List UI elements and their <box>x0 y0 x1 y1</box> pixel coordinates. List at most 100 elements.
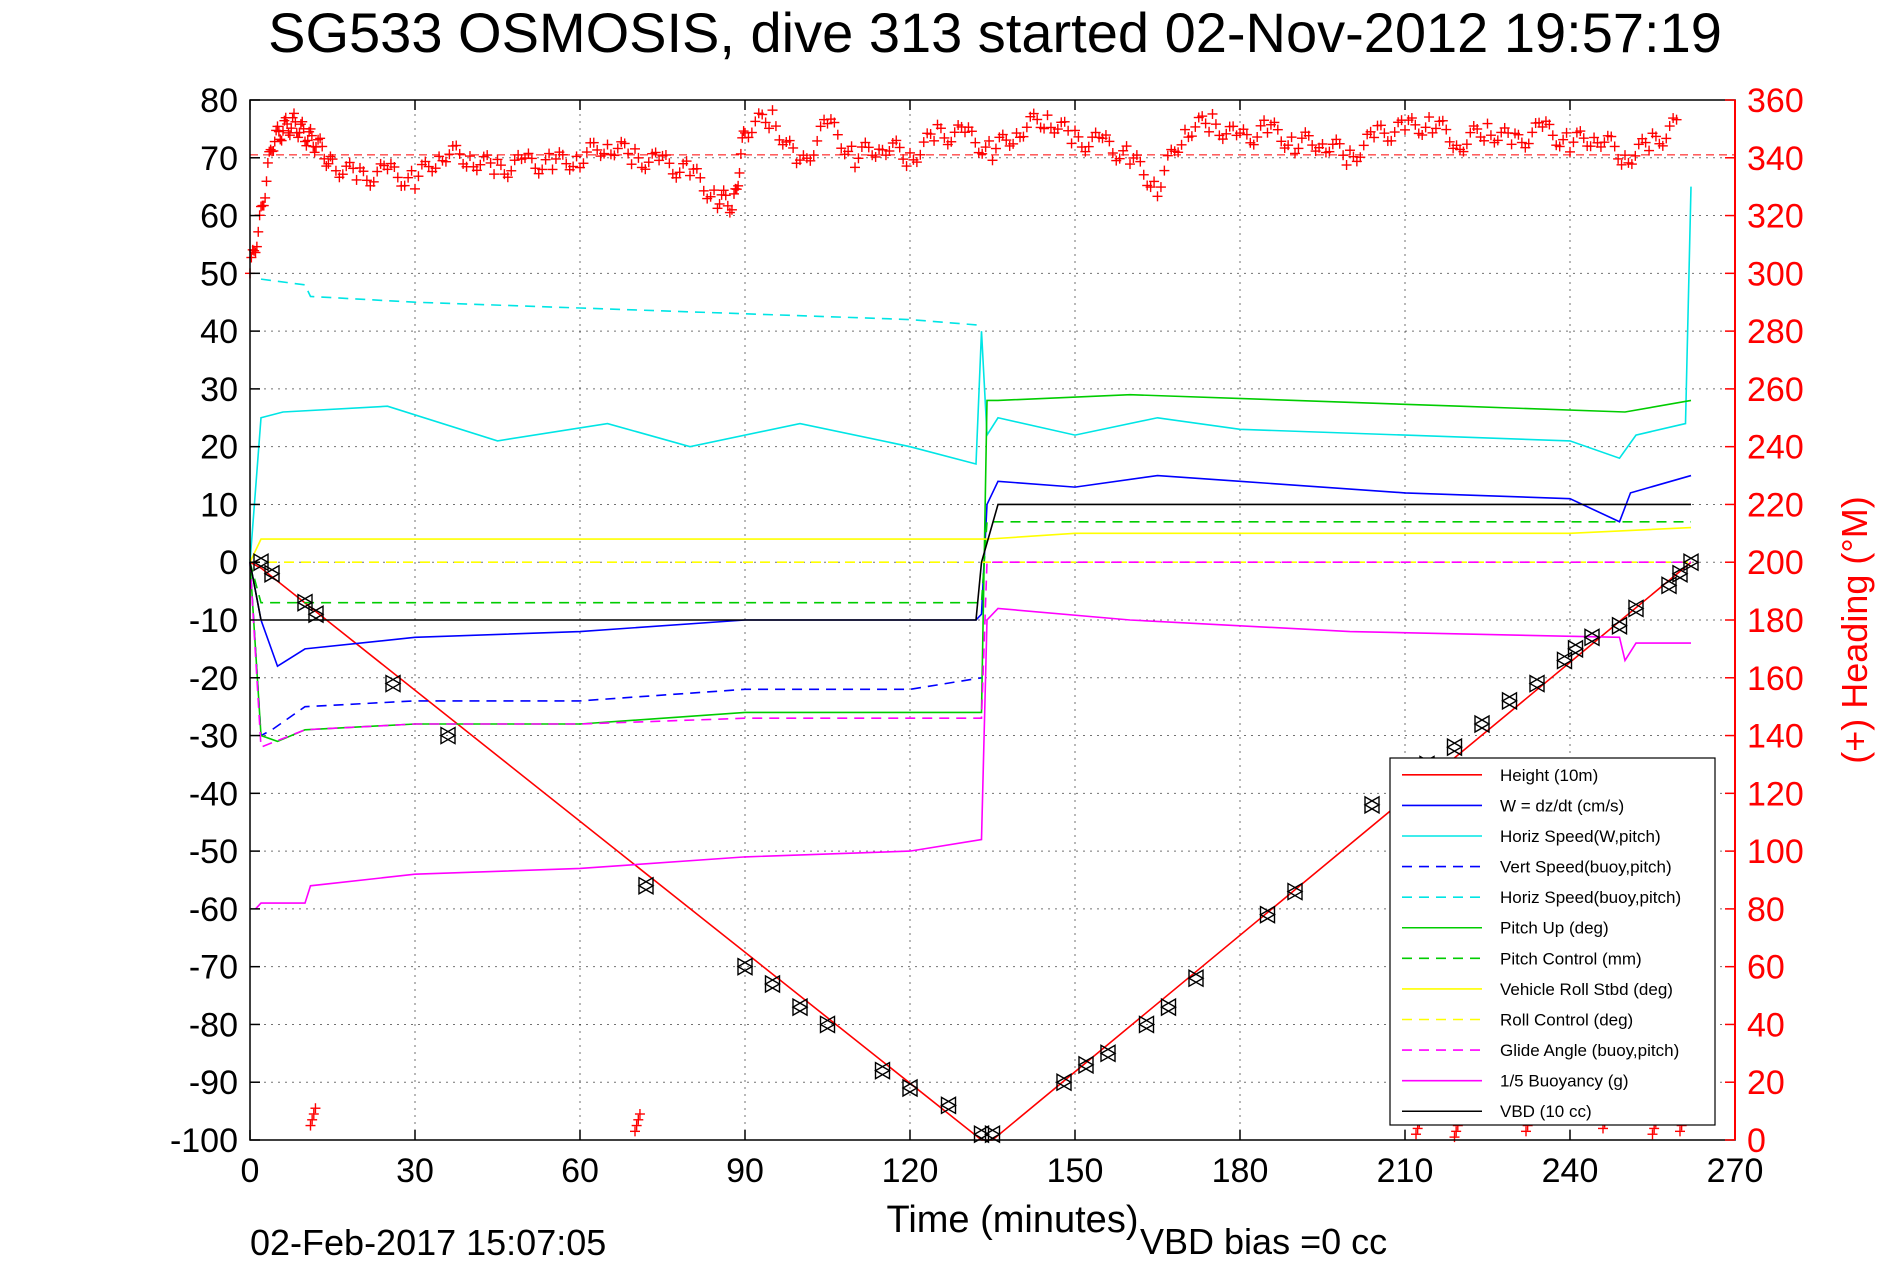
right-y-tick-label: 240 <box>1747 429 1804 467</box>
marker-left-triangle <box>1138 1015 1155 1034</box>
left-y-tick-label: -10 <box>189 602 238 640</box>
heading-point <box>308 1109 319 1119</box>
heading-point <box>1640 137 1651 148</box>
heading-point <box>691 163 702 174</box>
heading-point <box>1389 127 1400 138</box>
heading-point <box>1200 118 1211 129</box>
heading-point <box>392 172 403 183</box>
ticks: 0 30 60 90 120 150 180 210 240 270 80 70 60 50 40 30 20 1… <box>170 82 1804 1190</box>
heading-point <box>1338 150 1349 161</box>
heading-point <box>808 150 819 161</box>
right-y-tick-label: 80 <box>1747 891 1785 929</box>
right-y-tick-label: 220 <box>1747 486 1804 524</box>
heading-point <box>619 138 630 149</box>
heading-point <box>901 161 912 172</box>
heading-point <box>1131 150 1142 161</box>
marker-left-triangle <box>973 1125 990 1144</box>
heading-point <box>262 157 273 168</box>
heading-point <box>1411 1129 1421 1140</box>
heading-point <box>1544 119 1555 130</box>
marker-left-triangle <box>252 553 269 572</box>
heading-point <box>547 164 558 175</box>
marker-right-triangle <box>638 876 655 895</box>
heading-point <box>714 198 725 209</box>
heading-point <box>1513 129 1524 140</box>
heading-point <box>276 135 287 146</box>
marker-left-triangle <box>1286 882 1303 901</box>
heading-point <box>420 156 431 167</box>
heading-point <box>1303 130 1314 141</box>
heading-point <box>1207 108 1218 119</box>
heading-point <box>1104 136 1115 147</box>
heading-point <box>250 247 261 258</box>
heading-point <box>980 142 991 153</box>
heading-point <box>275 134 286 145</box>
heading-point <box>712 203 723 214</box>
heading-point <box>1155 182 1166 193</box>
heading-point <box>1492 135 1503 146</box>
heading-point <box>297 116 308 127</box>
heading-point <box>733 180 744 191</box>
legend-label: Pitch Up (deg) <box>1500 919 1609 938</box>
legend-label: 1/5 Buoyancy (g) <box>1500 1072 1629 1091</box>
heading-point <box>361 175 372 186</box>
heading-point <box>770 121 781 132</box>
heading-point <box>506 165 517 176</box>
left-y-tick-label: -20 <box>189 660 238 698</box>
left-y-tick-label: 60 <box>200 198 238 236</box>
heading-point <box>1561 127 1572 138</box>
heading-point <box>757 109 768 120</box>
heading-point <box>1073 131 1084 142</box>
heading-point <box>1358 140 1369 151</box>
right-y-tick-label: 280 <box>1747 313 1804 351</box>
heading-point <box>1650 131 1661 142</box>
heading-point <box>440 156 451 167</box>
heading-point <box>1472 123 1483 134</box>
heading-point <box>1516 137 1527 148</box>
heading-point <box>317 141 328 152</box>
heading-point <box>256 201 266 212</box>
heading-point <box>698 185 709 196</box>
heading-point <box>351 174 362 185</box>
heading-point <box>1334 138 1345 149</box>
heading-point <box>915 149 926 160</box>
heading-point <box>406 165 417 176</box>
legend-label: Roll Control (deg) <box>1500 1010 1633 1029</box>
heading-point <box>1107 148 1118 159</box>
right-y-tick-label: 340 <box>1747 140 1804 178</box>
heading-point <box>1671 114 1682 125</box>
heading-point <box>784 135 795 146</box>
right-y-tick-label: 0 <box>1747 1122 1766 1160</box>
heading-point <box>1114 153 1125 164</box>
heading-point <box>1379 128 1390 139</box>
heading-point <box>1417 130 1428 141</box>
marker-left-triangle <box>1611 616 1628 635</box>
heading-point <box>337 169 348 180</box>
heading-point <box>939 132 950 143</box>
heading-point <box>1228 121 1239 132</box>
heading-point <box>485 157 496 168</box>
x-axis-label: Time (minutes) <box>887 1199 1139 1241</box>
heading-point <box>1430 123 1441 134</box>
heading-point <box>863 142 874 153</box>
series-line-horiz-speed-w-pitch <box>249 186 1692 563</box>
left-y-tick-label: 30 <box>200 371 238 409</box>
heading-point <box>1599 137 1610 148</box>
heading-point <box>1259 115 1270 126</box>
heading-point <box>475 159 486 170</box>
heading-point <box>1125 159 1135 170</box>
heading-point <box>1021 122 1032 133</box>
heading-point <box>633 1114 644 1125</box>
heading-point <box>489 169 500 180</box>
heading-point <box>1018 131 1029 142</box>
heading-point <box>997 129 1008 140</box>
heading-point <box>399 180 410 191</box>
heading-point <box>681 156 692 167</box>
heading-point <box>815 121 826 132</box>
marker-left-triangle <box>1187 969 1204 988</box>
heading-point <box>1186 131 1197 142</box>
heading-point <box>984 135 995 146</box>
heading-point <box>1121 141 1132 152</box>
heading-point <box>358 166 369 177</box>
heading-point <box>284 130 295 141</box>
